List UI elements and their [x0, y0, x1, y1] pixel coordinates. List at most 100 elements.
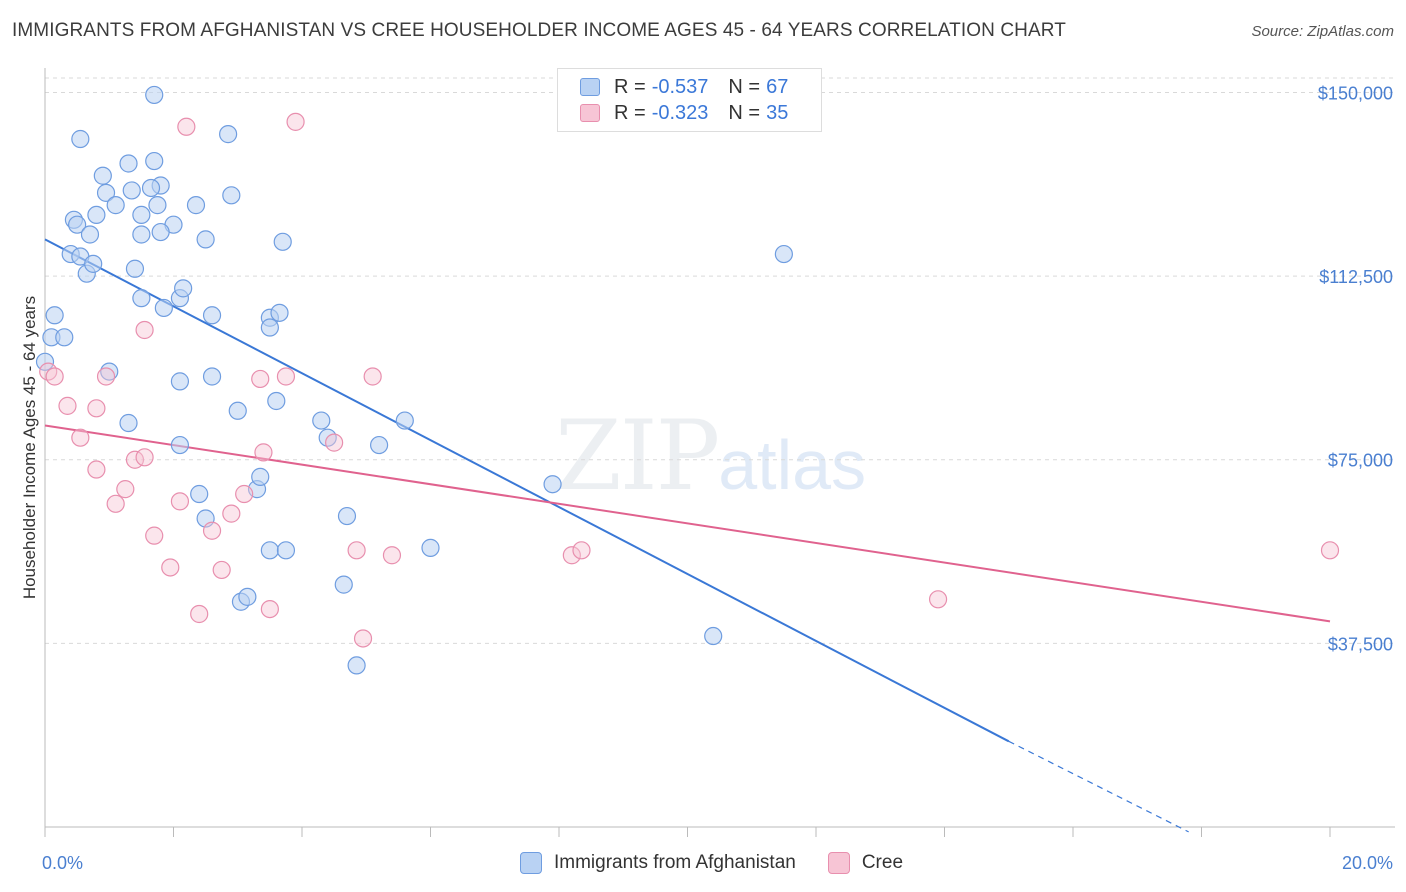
legend-n-value: 67	[766, 75, 789, 98]
point-afghanistan	[170, 372, 190, 391]
legend-n-label: N =	[728, 101, 761, 124]
point-cree	[251, 369, 270, 389]
point-afghanistan	[774, 244, 793, 264]
point-afghanistan	[334, 575, 353, 594]
point-cree	[572, 541, 591, 560]
point-cree	[254, 443, 273, 462]
y-tick-label: $112,500	[1319, 267, 1393, 287]
point-cree	[363, 367, 382, 386]
point-cree	[87, 399, 106, 418]
point-afghanistan	[93, 166, 112, 185]
point-afghanistan	[80, 225, 100, 244]
point-afghanistan	[273, 232, 292, 251]
point-afghanistan	[154, 298, 173, 318]
series-legend: Immigrants from Afghanistan Cree	[520, 852, 935, 874]
point-cree	[276, 367, 296, 386]
point-cree	[161, 558, 180, 577]
point-afghanistan	[132, 225, 151, 244]
point-afghanistan	[96, 183, 116, 202]
legend-swatch-pink	[827, 852, 850, 874]
point-afghanistan	[145, 151, 164, 171]
x-tick-label: 20.0%	[1342, 853, 1393, 873]
point-afghanistan	[276, 541, 296, 560]
point-afghanistan	[228, 401, 247, 420]
point-cree	[202, 521, 222, 540]
point-cree	[71, 428, 90, 447]
point-afghanistan	[270, 303, 289, 322]
grid	[45, 77, 1395, 644]
point-afghanistan	[45, 306, 64, 325]
point-afghanistan	[68, 215, 87, 234]
legend-label-cree: Cree	[861, 852, 904, 873]
point-afghanistan	[35, 352, 55, 371]
point-afghanistan	[202, 367, 222, 386]
point-cree	[116, 480, 135, 499]
legend-r-value: -0.323	[651, 101, 709, 124]
legend-item-afghanistan[interactable]: Immigrants from Afghanistan	[520, 852, 796, 874]
point-afghanistan	[186, 196, 206, 215]
y-tick-label: $75,000	[1328, 451, 1393, 471]
legend-r-value: -0.537	[651, 75, 709, 98]
point-afghanistan	[87, 205, 106, 225]
point-afghanistan	[395, 411, 414, 430]
point-afghanistan	[84, 254, 103, 273]
axes	[44, 68, 1395, 837]
point-cree	[45, 367, 64, 386]
watermark: ZIPatlas	[555, 400, 866, 512]
point-afghanistan	[238, 587, 257, 606]
point-afghanistan	[202, 306, 222, 325]
point-afghanistan	[222, 186, 241, 205]
tick-labels: $37,500 $75,000 $112,500 $150,000 0.0% 20.0% H…	[20, 83, 1393, 873]
legend-row-afghanistan: R = -0.537 N = 67	[580, 75, 788, 99]
point-afghanistan	[251, 467, 270, 486]
point-afghanistan	[132, 205, 151, 225]
point-afghanistan	[337, 506, 357, 526]
point-afghanistan	[125, 259, 145, 278]
point-afghanistan	[190, 484, 209, 504]
legend-label-afghanistan: Immigrants from Afghanistan	[554, 852, 796, 873]
point-afghanistan	[122, 181, 141, 200]
point-afghanistan	[119, 154, 138, 173]
point-afghanistan	[106, 196, 125, 215]
point-afghanistan	[267, 391, 286, 411]
trend-line-afghanistan-extension	[1008, 740, 1189, 833]
legend-swatch-blue	[520, 852, 542, 874]
y-axis-title: Householder Income Ages 45 - 64 years	[20, 296, 39, 599]
point-cree	[286, 112, 305, 131]
point-afghanistan	[145, 85, 164, 105]
point-afghanistan	[151, 222, 170, 242]
trend-line-afghanistan	[44, 238, 1010, 743]
point-cree	[222, 504, 241, 523]
point-cree	[177, 117, 196, 136]
watermark-atlas: atlas	[718, 426, 867, 504]
point-afghanistan	[141, 178, 161, 198]
trend-line-cree	[44, 424, 1331, 623]
legend-n-label: N =	[728, 75, 761, 98]
point-cree	[135, 448, 154, 467]
point-afghanistan	[260, 541, 279, 560]
point-cree	[235, 484, 254, 504]
watermark-zip: ZIP	[555, 400, 720, 512]
legend-swatch-blue	[580, 78, 600, 96]
points	[35, 85, 1340, 675]
legend-r-label: R =	[614, 101, 646, 124]
point-afghanistan	[100, 362, 119, 381]
point-cree	[325, 433, 344, 452]
point-afghanistan	[704, 626, 723, 646]
legend-row-cree: R = -0.323 N = 35	[580, 101, 788, 125]
point-cree	[562, 546, 581, 565]
legend-r-label: R =	[614, 75, 646, 98]
point-cree	[145, 526, 164, 545]
y-tick-label: $37,500	[1328, 634, 1393, 654]
point-afghanistan	[421, 538, 440, 557]
legend-item-cree[interactable]: Cree	[827, 852, 904, 874]
point-cree	[260, 599, 279, 619]
point-cree	[135, 320, 154, 340]
point-afghanistan	[132, 289, 151, 308]
chart-title: IMMIGRANTS FROM AFGHANISTAN VS CREE HOUS…	[12, 20, 1066, 41]
point-cree	[58, 396, 77, 415]
point-afghanistan	[170, 435, 190, 455]
point-afghanistan	[543, 475, 562, 494]
point-afghanistan	[219, 125, 238, 144]
